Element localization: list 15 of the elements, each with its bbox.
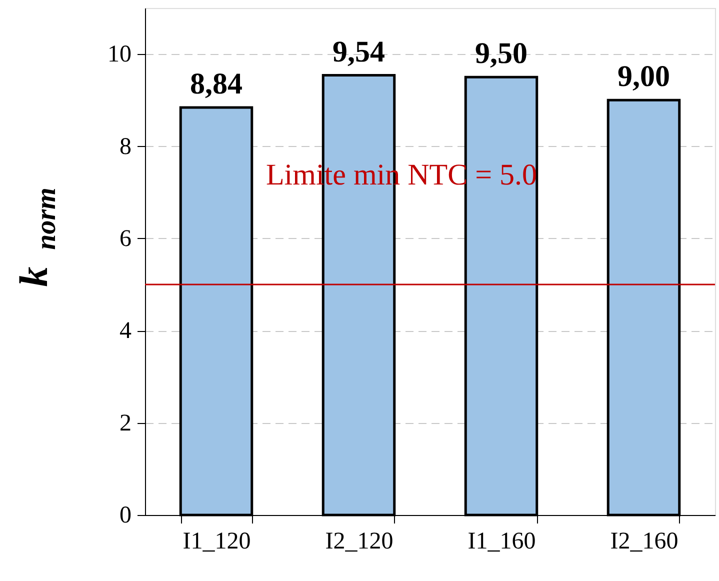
y-tick-label: 8	[120, 134, 132, 160]
data-label: 9,54	[332, 35, 385, 68]
data-label: 9,00	[618, 60, 670, 94]
y-tick-label: 4	[120, 318, 132, 344]
data-label: 8,84	[190, 68, 242, 101]
y-tick-label: 6	[120, 226, 132, 252]
x-tick-label: I1_160	[468, 528, 536, 554]
x-tick-label: I1_120	[182, 528, 251, 554]
y-tick-label: 10	[108, 42, 132, 68]
data-label: 9,50	[475, 37, 528, 70]
y-axis-title: knorm	[11, 188, 62, 287]
y-tick-label: 0	[120, 502, 132, 528]
x-tick-label: I2_160	[610, 528, 678, 554]
y-tick-label: 2	[120, 410, 132, 436]
x-tick-label: I2_120	[325, 528, 394, 554]
